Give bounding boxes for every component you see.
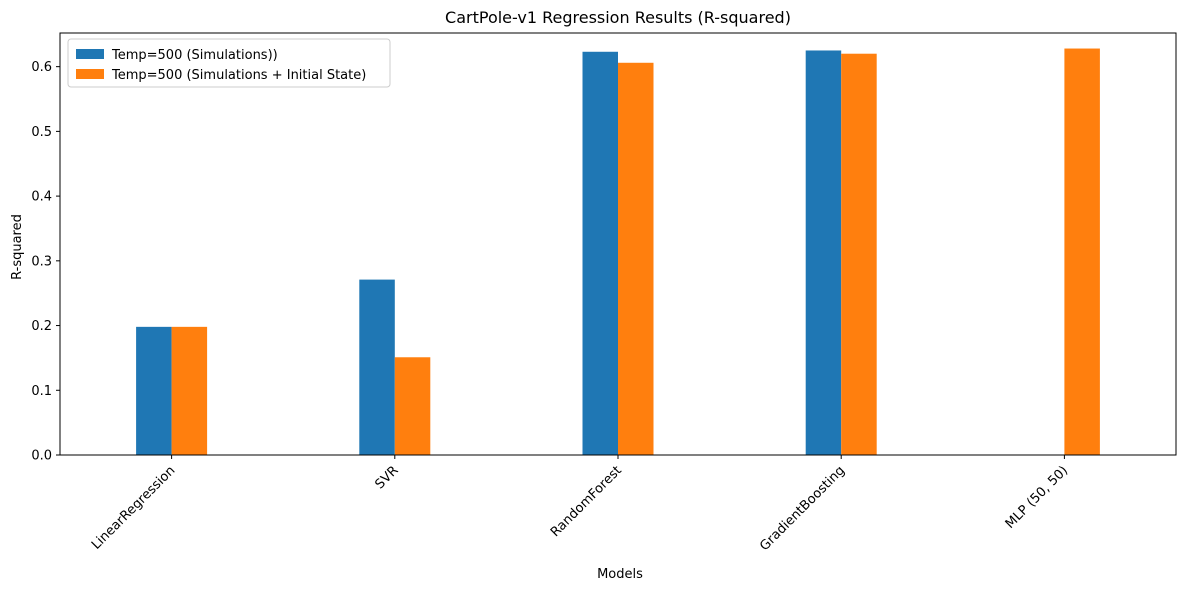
x-tick-label: GradientBoosting xyxy=(757,463,848,554)
x-tick-label: LinearRegression xyxy=(89,463,178,552)
bar-gradientboosting-series-1 xyxy=(805,50,842,455)
legend-label-series-1: Temp=500 (Simulations)) xyxy=(111,48,278,63)
legend-label-series-2: Temp=500 (Simulations + Initial State) xyxy=(111,68,366,83)
legend: Temp=500 (Simulations)) Temp=500 (Simulat… xyxy=(67,38,391,88)
bar-mlp-50-50--series-2 xyxy=(1064,48,1100,455)
y-axis-label: R-squared xyxy=(10,214,25,280)
x-tick-label: MLP (50, 50) xyxy=(1003,463,1072,532)
y-tick-label: 0.1 xyxy=(31,384,52,399)
legend-swatch-series-2 xyxy=(76,69,104,79)
y-tick-label: 0.6 xyxy=(31,60,52,75)
bar-linearregression-series-2 xyxy=(171,326,208,455)
x-tick-label: SVR xyxy=(373,463,402,492)
bar-gradientboosting-series-2 xyxy=(841,53,877,455)
plot-area: 0.0 0.1 0.2 0.3 0.4 0.5 0.6 LinearRegression SVR… xyxy=(31,32,1177,554)
bar-randomforest-series-2 xyxy=(618,62,654,455)
y-tick-label: 0.0 xyxy=(31,449,52,464)
y-tick-label: 0.2 xyxy=(31,319,52,334)
y-tick-label: 0.4 xyxy=(31,190,52,205)
bar-randomforest-series-1 xyxy=(582,51,618,456)
bar-linearregression-series-1 xyxy=(136,326,172,455)
x-axis-label: Models xyxy=(597,567,643,582)
y-tick-label: 0.3 xyxy=(31,254,52,269)
y-tick-label: 0.5 xyxy=(31,125,52,140)
chart-title: CartPole-v1 Regression Results (R-square… xyxy=(445,8,791,27)
bar-svr-series-2 xyxy=(394,357,431,455)
legend-box xyxy=(67,38,391,88)
x-tick-label: RandomForest xyxy=(548,463,625,540)
legend-swatch-series-1 xyxy=(76,49,104,59)
bar-svr-series-1 xyxy=(359,279,395,455)
